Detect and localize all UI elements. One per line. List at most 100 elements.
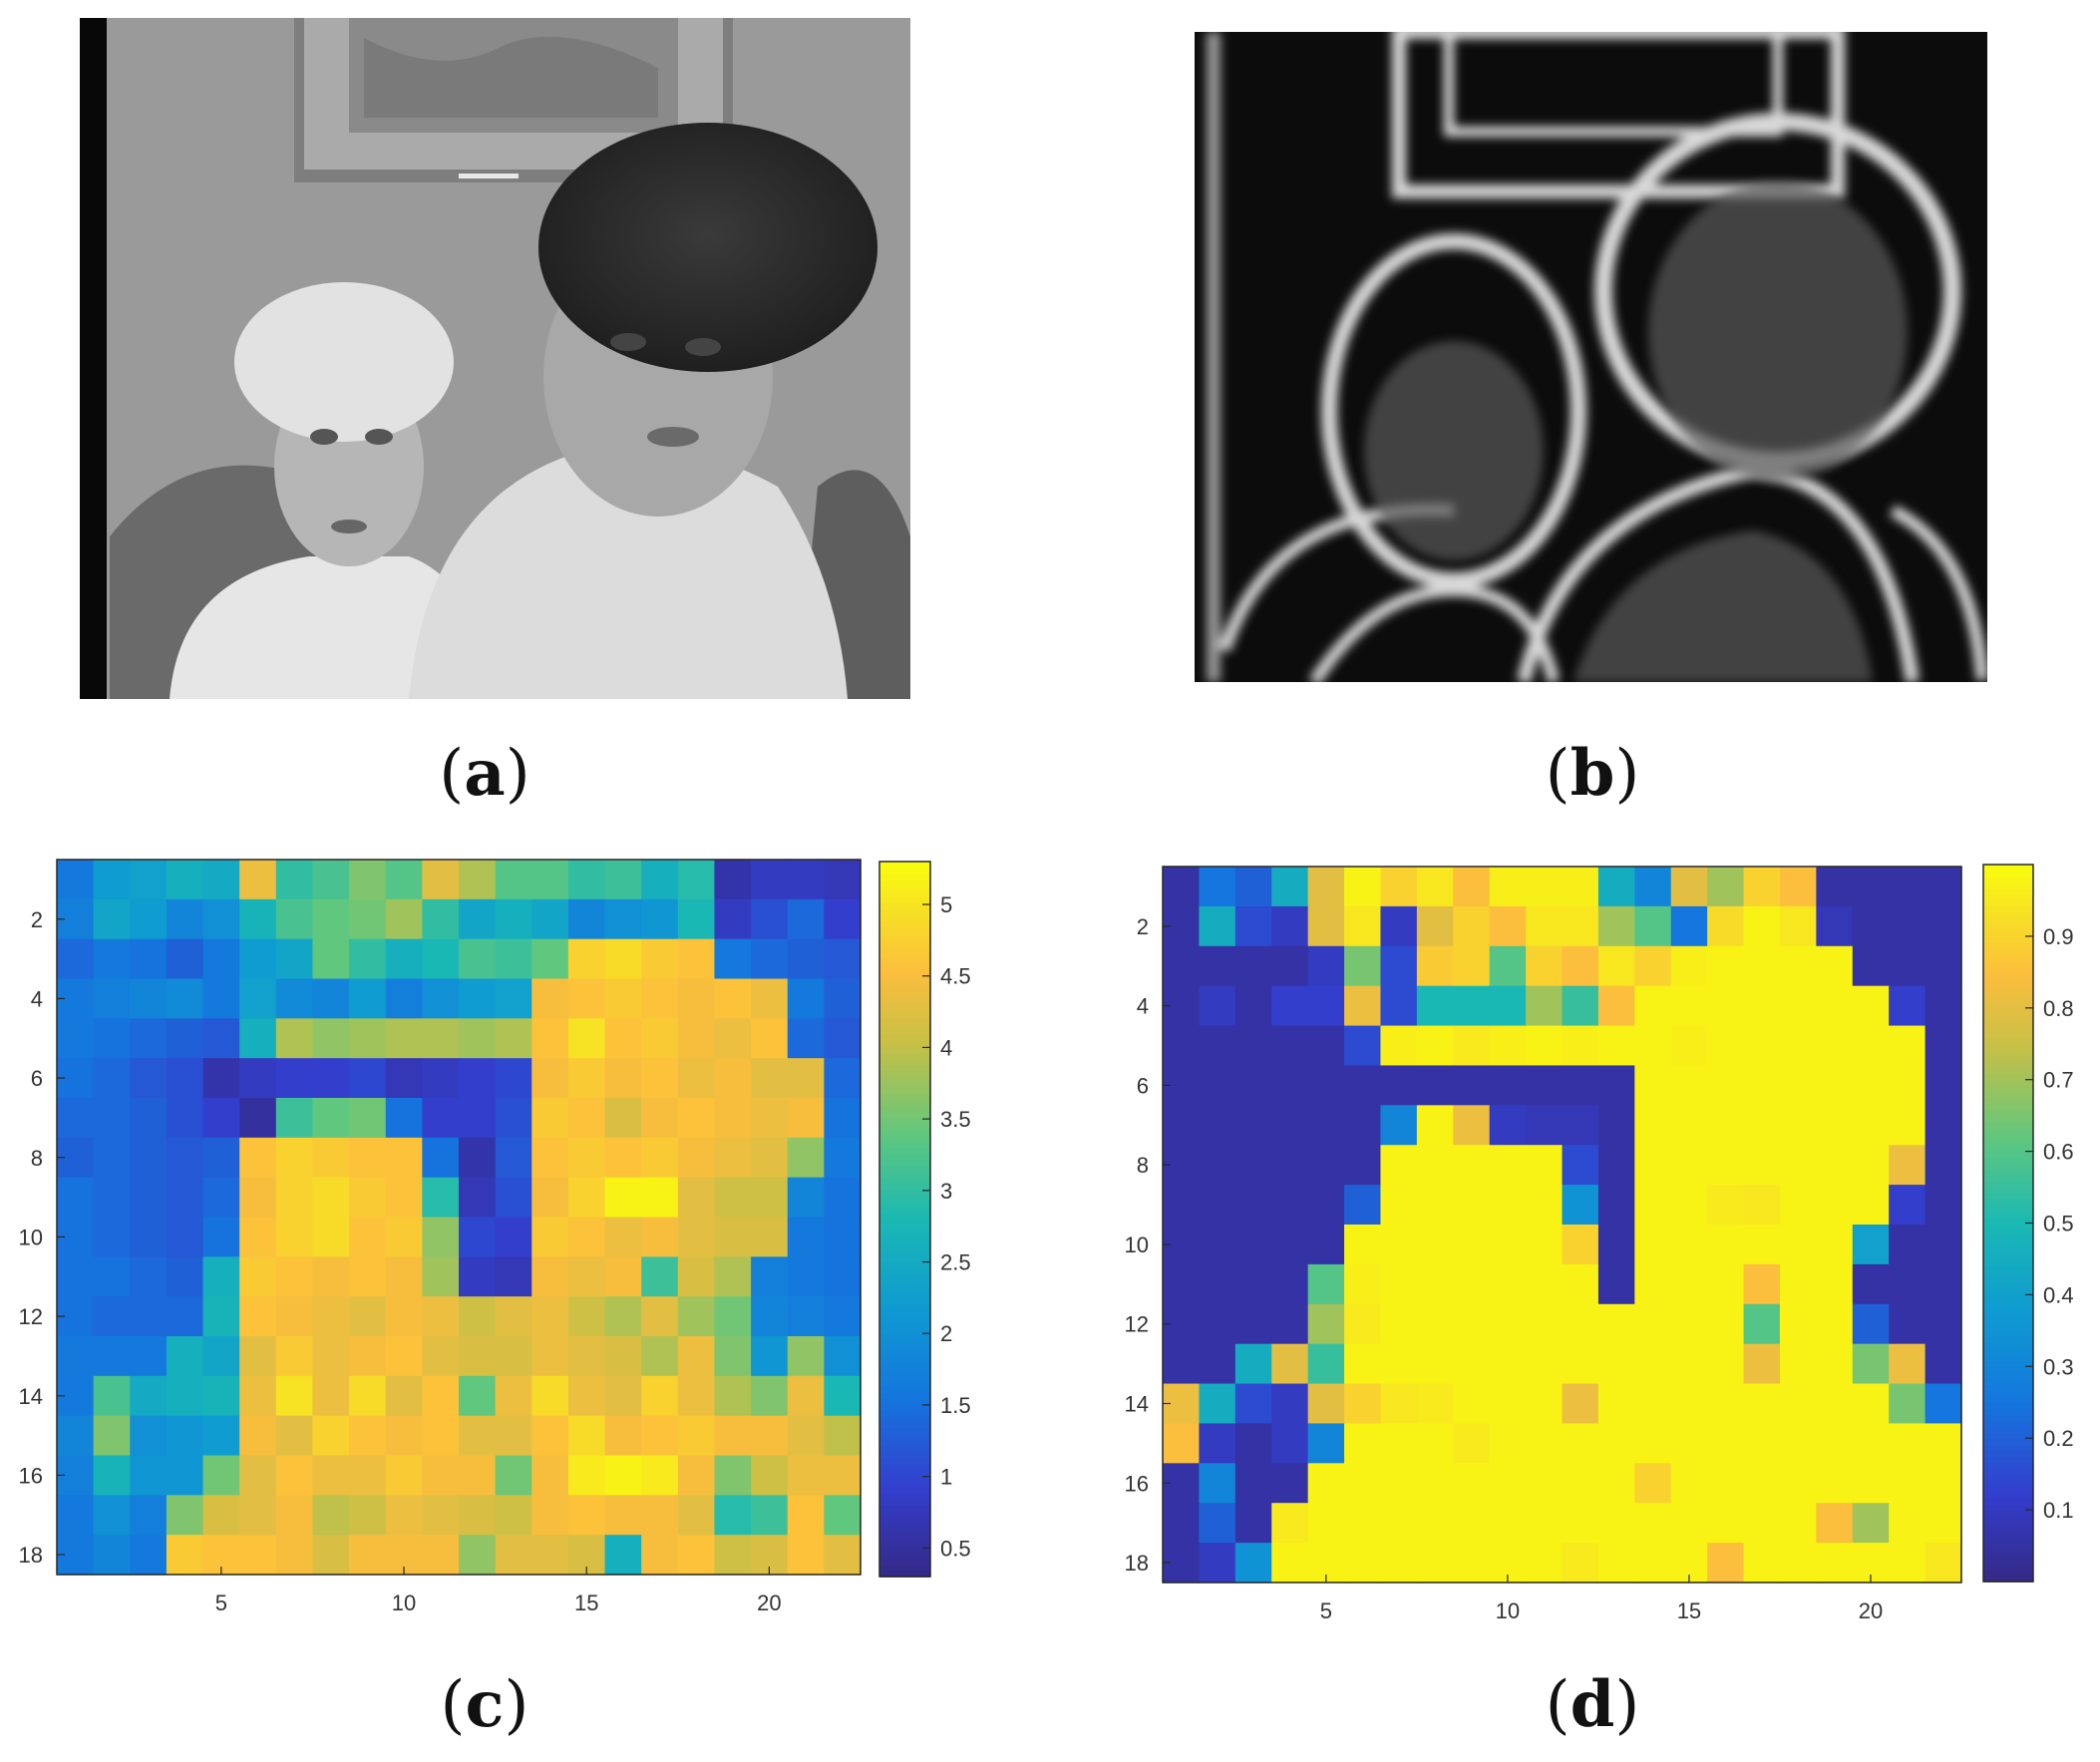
heatmap-cell: [1634, 1423, 1672, 1464]
heatmap-cell: [1816, 1463, 1854, 1504]
colorbar-swatch: [1983, 959, 2033, 967]
heatmap-cell: [93, 1137, 131, 1179]
heatmap-cell: [824, 1375, 862, 1417]
colorbar-swatch: [1983, 1061, 2033, 1069]
colorbar-swatch: [1983, 1067, 2033, 1075]
colorbar-swatch: [879, 1391, 930, 1399]
heatmap-cell: [1707, 1145, 1745, 1186]
heatmap-cell: [714, 1296, 752, 1337]
heatmap-cell: [1670, 1303, 1708, 1345]
heatmap-cell: [1707, 1343, 1745, 1385]
colorbar-swatch: [1983, 1211, 2033, 1219]
colorbar-swatch: [879, 1117, 930, 1125]
heatmap-cell: [1489, 1025, 1527, 1067]
colorbar-swatch: [879, 1553, 930, 1560]
colorbar-swatch: [879, 1469, 930, 1477]
heatmap-cell: [787, 1177, 825, 1219]
colorbar-swatch: [1983, 1049, 2033, 1057]
heatmap-cell: [714, 1495, 752, 1536]
heatmap-cell: [1889, 1503, 1926, 1544]
heatmap-cell: [312, 898, 350, 940]
heatmap-cell: [385, 1137, 423, 1179]
heatmap-cell: [1779, 1105, 1817, 1146]
heatmap-cell: [349, 1217, 387, 1257]
heatmap-cell: [57, 1098, 95, 1139]
heatmap-cell: [1670, 1383, 1708, 1425]
heatmap-cell: [349, 1495, 387, 1536]
heatmap-cell: [1271, 1423, 1309, 1464]
heatmap-cell: [641, 1137, 679, 1179]
colorbar-swatch: [1983, 1306, 2033, 1314]
heatmap-cell: [1453, 1065, 1491, 1106]
heatmap-cell: [239, 1296, 277, 1337]
colorbar-swatch: [879, 1541, 930, 1548]
heatmap-cell: [1234, 1423, 1272, 1464]
colorbar-swatch: [1983, 876, 2033, 883]
heatmap-cell: [57, 1415, 95, 1457]
colorbar-swatch: [879, 944, 930, 952]
heatmap-cell: [1344, 1503, 1382, 1544]
colorbar-swatch: [879, 873, 930, 881]
heatmap-cell: [1852, 1383, 1890, 1425]
heatmap-cell: [1779, 905, 1817, 947]
colorbar-swatch: [1983, 1055, 2033, 1063]
heatmap-cell: [1380, 985, 1418, 1027]
heatmap-cell: [1816, 867, 1854, 907]
heatmap-cell: [787, 860, 825, 900]
colorbar-swatch: [879, 1231, 930, 1238]
colorbar-swatch: [1983, 1420, 2033, 1428]
heatmap-cell: [202, 1495, 240, 1536]
heatmap-cell: [1779, 1065, 1817, 1106]
heatmap-cell: [239, 1336, 277, 1377]
heatmap-cell: [1634, 1025, 1672, 1067]
colorbar-swatch: [1983, 1234, 2033, 1242]
colorbar-swatch: [879, 1219, 930, 1227]
colorbar-swatch: [879, 1177, 930, 1185]
colorbar: [879, 862, 930, 1578]
colorbar-swatch: [879, 1284, 930, 1291]
colorbar-swatch: [1983, 911, 2033, 919]
heatmap-cell: [349, 1375, 387, 1417]
heatmap-cell: [1634, 1543, 1672, 1584]
colorbar-swatch: [879, 1296, 930, 1303]
colorbar-swatch: [879, 1290, 930, 1297]
heatmap-cell: [1889, 1303, 1926, 1345]
colorbar-swatch: [879, 956, 930, 964]
colorbar-swatch: [879, 1451, 930, 1459]
colorbar-swatch: [1983, 1354, 2033, 1362]
heatmap-cell: [495, 1177, 532, 1219]
heatmap-cell: [567, 860, 606, 900]
colorbar-swatch: [879, 920, 930, 928]
heatmap-cell: [1526, 1343, 1564, 1385]
colorbar-swatch: [1983, 947, 2033, 955]
heatmap-cell: [1163, 945, 1201, 987]
heatmap-cell: [641, 1018, 679, 1059]
x-tick-label: 5: [215, 1590, 227, 1615]
colorbar-swatch: [879, 1529, 930, 1536]
heatmap-cell: [1743, 945, 1781, 987]
heatmap-cell: [130, 1018, 168, 1059]
heatmap-cell: [1344, 985, 1382, 1027]
heatmap-cell: [1743, 1303, 1781, 1345]
colorbar-swatch: [1983, 1187, 2033, 1195]
heatmap-cell: [714, 1177, 752, 1219]
colorbar-swatch: [1983, 1342, 2033, 1350]
panel-label-c: (c): [440, 1667, 529, 1742]
heatmap-cell: [1307, 1423, 1345, 1464]
heatmap-cell: [1779, 1263, 1817, 1305]
heatmap-cell: [1234, 1343, 1272, 1385]
heatmap-cell: [1634, 1303, 1672, 1345]
heatmap-cell: [1816, 1383, 1854, 1425]
heatmap-cell: [385, 1296, 423, 1337]
heatmap-cell: [1670, 1185, 1708, 1226]
heatmap-cell: [1199, 1303, 1236, 1345]
heatmap-cell: [1925, 1383, 1962, 1425]
heatmap-cell: [166, 978, 204, 1019]
heatmap-cell: [385, 1256, 423, 1297]
heatmap-cell: [1234, 1185, 1272, 1226]
heatmap-cell: [422, 1495, 460, 1536]
colorbar-swatch: [879, 1379, 930, 1387]
colorbar-swatch: [1983, 977, 2033, 985]
heatmap-cell: [1163, 867, 1201, 907]
heatmap-cell: [1416, 1383, 1454, 1425]
